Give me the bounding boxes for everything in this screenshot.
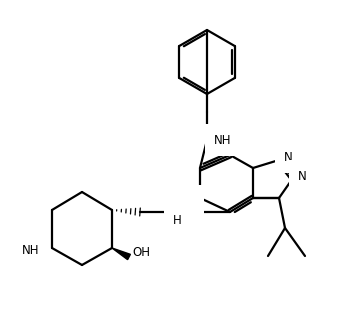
Text: NH: NH xyxy=(214,133,232,146)
Text: N: N xyxy=(284,150,293,163)
Text: OH: OH xyxy=(132,246,150,260)
Text: NH: NH xyxy=(21,243,39,257)
Text: N: N xyxy=(298,170,307,183)
Text: N: N xyxy=(186,195,195,208)
Text: H: H xyxy=(173,214,182,227)
Polygon shape xyxy=(112,248,130,260)
Text: NH: NH xyxy=(173,204,190,216)
